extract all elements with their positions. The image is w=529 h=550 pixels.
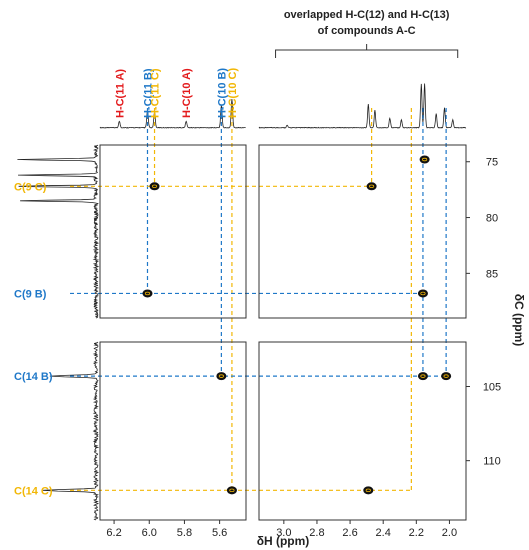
cross-peak-1 [366,182,377,191]
x-axis-title: δH (ppm) [257,534,310,548]
plot-frames [99,144,467,521]
proton-1d-spectrum [99,83,467,129]
y-tick-label-top-75: 75 [486,157,498,169]
cross-peak-contour-8 [229,488,235,493]
cross-peak-contour-7 [443,374,449,378]
cross-peak-contour-2 [421,157,428,162]
cross-peak-contour-0 [151,184,158,188]
cross-peak-4 [417,289,428,298]
proton-label-5: H-C(10 C) [227,68,239,118]
overlap-label-line2: of compounds A-C [318,25,416,37]
carbon-1d-trace-bottom [42,341,100,521]
x-tick-label-right-2.8: 2.8 [309,527,324,539]
overlap-annotation: overlapped H-C(12) and H-C(13) of compou… [275,9,459,58]
cross-peak-0 [149,182,160,191]
x-tick-label-left-6.2: 6.2 [106,527,121,539]
cross-peak-contour-9 [365,488,371,493]
x-tick-label-right-2.2: 2.2 [409,527,424,539]
x-tick-label-right-2: 2.0 [442,527,457,539]
axis-ticks: 6.2 6.0 5.8 5.6 3.0 2.8 2.6 2.4 2.2 2.0 75 80 85 105 1… [106,157,501,539]
cross-peak-contour-3 [144,291,151,296]
overlap-bracket [275,44,459,58]
proton-label-2: H-C(11 C) [150,68,162,118]
cross-peak-contour-5 [218,374,224,378]
proton-label-1: H-C(11 B) [142,68,154,118]
cross-peak-9 [363,486,374,495]
x-tick-label-right-2.6: 2.6 [342,527,357,539]
cross-peak-contour-6 [420,374,426,378]
proton-label-4: H-C(10 B) [216,68,228,118]
x-tick-label-left-6: 6.0 [142,527,157,539]
cross-peak-contour-1 [369,184,375,188]
overlap-label-line1: overlapped H-C(12) and H-C(13) [284,9,450,21]
cross-peak-5 [216,372,227,381]
frame-top-left [99,144,247,319]
cross-peak-7 [441,372,452,381]
y-axis-title: δC (ppm) [512,294,526,347]
frame-bottom-left [99,341,247,521]
y-tick-label-bottom-105: 105 [483,382,501,394]
cross-peak-2 [419,155,430,164]
x-tick-label-left-5.6: 5.6 [212,527,227,539]
proton-label-3: H-C(10 A) [181,68,193,118]
cross-peak-3 [142,289,153,298]
x-tick-label-left-5.8: 5.8 [177,527,192,539]
cross-peak-contour-4 [420,291,426,296]
proton-1d-trace-right [258,83,467,129]
cross-peaks [142,155,452,495]
carbon-label-2: C(14 B) [14,371,53,383]
x-tick-label-right-3: 3.0 [276,527,291,539]
frame-bottom-right [258,341,467,521]
frame-top-right [258,144,467,319]
proton-1d-trace-left [99,99,246,129]
labels: H-C(11 A) H-C(11 B)H-C(11 C) H-C(10 A) H-C(… [14,68,239,498]
carbon-label-0: C(9 C) [14,181,47,193]
cross-peak-6 [417,372,428,381]
carbon-1d-trace-top [17,144,100,319]
y-tick-label-bottom-110: 110 [483,456,501,468]
cross-peak-8 [226,486,237,495]
carbon-label-3: C(14 C) [14,485,53,497]
proton-label-0: H-C(11 A) [114,69,126,118]
y-tick-label-top-85: 85 [486,268,498,280]
carbon-1d-spectrum [17,144,100,521]
x-tick-label-right-2.4: 2.4 [376,527,391,539]
y-tick-label-top-80: 80 [486,213,498,225]
guide-lines [70,108,447,491]
carbon-label-1: C(9 B) [14,288,47,300]
